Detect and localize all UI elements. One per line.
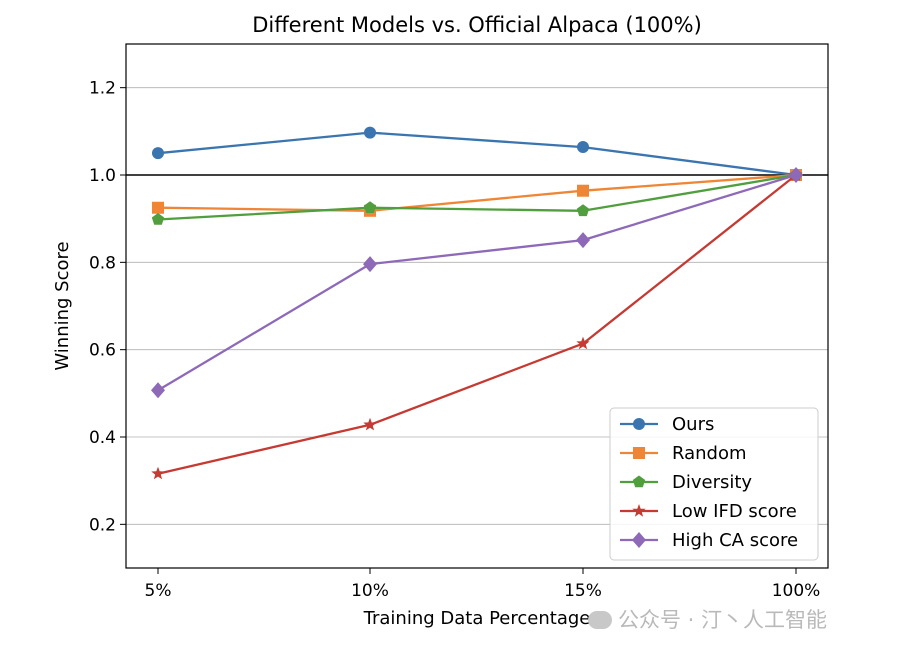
data-point [364, 126, 376, 139]
data-point [577, 141, 589, 154]
legend-box [609, 407, 819, 561]
legend-label: Low IFD score [672, 501, 797, 522]
legend: Ours Random Diversity Low IFD score High CA … [609, 407, 819, 561]
y-tick-label: 1.2 [89, 79, 116, 99]
series-layer [151, 126, 803, 480]
data-point [577, 184, 589, 197]
x-tick-label: 5% [145, 581, 172, 601]
y-tick-label: 0.4 [89, 428, 116, 448]
data-point [363, 201, 377, 213]
series-line [157, 174, 797, 475]
y-axis-label: Winning Score [52, 241, 73, 370]
x-axis-ticks: 5% 10% 15% 100% [145, 568, 821, 601]
grid-lines [126, 87, 828, 525]
x-axis-label: Training Data Percentage [363, 608, 591, 629]
data-point [151, 213, 165, 225]
data-point [789, 167, 803, 183]
x-tick-label: 15% [564, 581, 602, 601]
data-point [576, 232, 590, 249]
data-point [151, 382, 165, 399]
y-tick-label: 1.0 [89, 166, 116, 186]
x-tick-label: 10% [351, 581, 389, 601]
legend-label: Ours [672, 414, 714, 435]
data-point [152, 147, 164, 160]
series-line [157, 173, 797, 392]
data-point [576, 204, 590, 217]
legend-entry: Diversity [620, 472, 752, 493]
legend-label: Random [672, 443, 747, 464]
legend-entry: High CA score [620, 530, 798, 551]
legend-marker [632, 504, 646, 517]
series-line [157, 173, 797, 212]
y-axis-ticks: 0.2 0.4 0.6 0.8 1.0 1.2 [89, 79, 126, 535]
legend-label: High CA score [672, 530, 798, 551]
legend-marker [632, 475, 646, 488]
y-tick-label: 0.8 [89, 253, 116, 273]
series-line [157, 131, 797, 177]
data-point [363, 417, 377, 431]
legend-marker [632, 532, 646, 548]
chart-title: Different Models vs. Official Alpaca (10… [252, 13, 702, 37]
data-point [576, 336, 590, 350]
data-point [363, 256, 377, 273]
data-point [151, 466, 165, 480]
legend-entry: Random [620, 443, 747, 464]
legend-marker [633, 418, 645, 430]
watermark-text: 公众号 · 汀丶人工智能 [618, 608, 828, 632]
y-tick-label: 0.2 [89, 515, 116, 535]
x-tick-label: 100% [772, 581, 821, 601]
data-point [152, 201, 164, 214]
legend-marker [633, 447, 645, 459]
watermark: 公众号 · 汀丶人工智能 [588, 604, 827, 634]
y-tick-label: 0.6 [89, 341, 116, 361]
series-line [157, 173, 797, 221]
wechat-icon [588, 611, 612, 629]
legend-entry: Ours [620, 414, 714, 435]
series-4 [151, 167, 803, 399]
plot-frame [125, 43, 829, 569]
legend-entry: Low IFD score [620, 501, 797, 522]
legend-label: Diversity [672, 472, 752, 493]
